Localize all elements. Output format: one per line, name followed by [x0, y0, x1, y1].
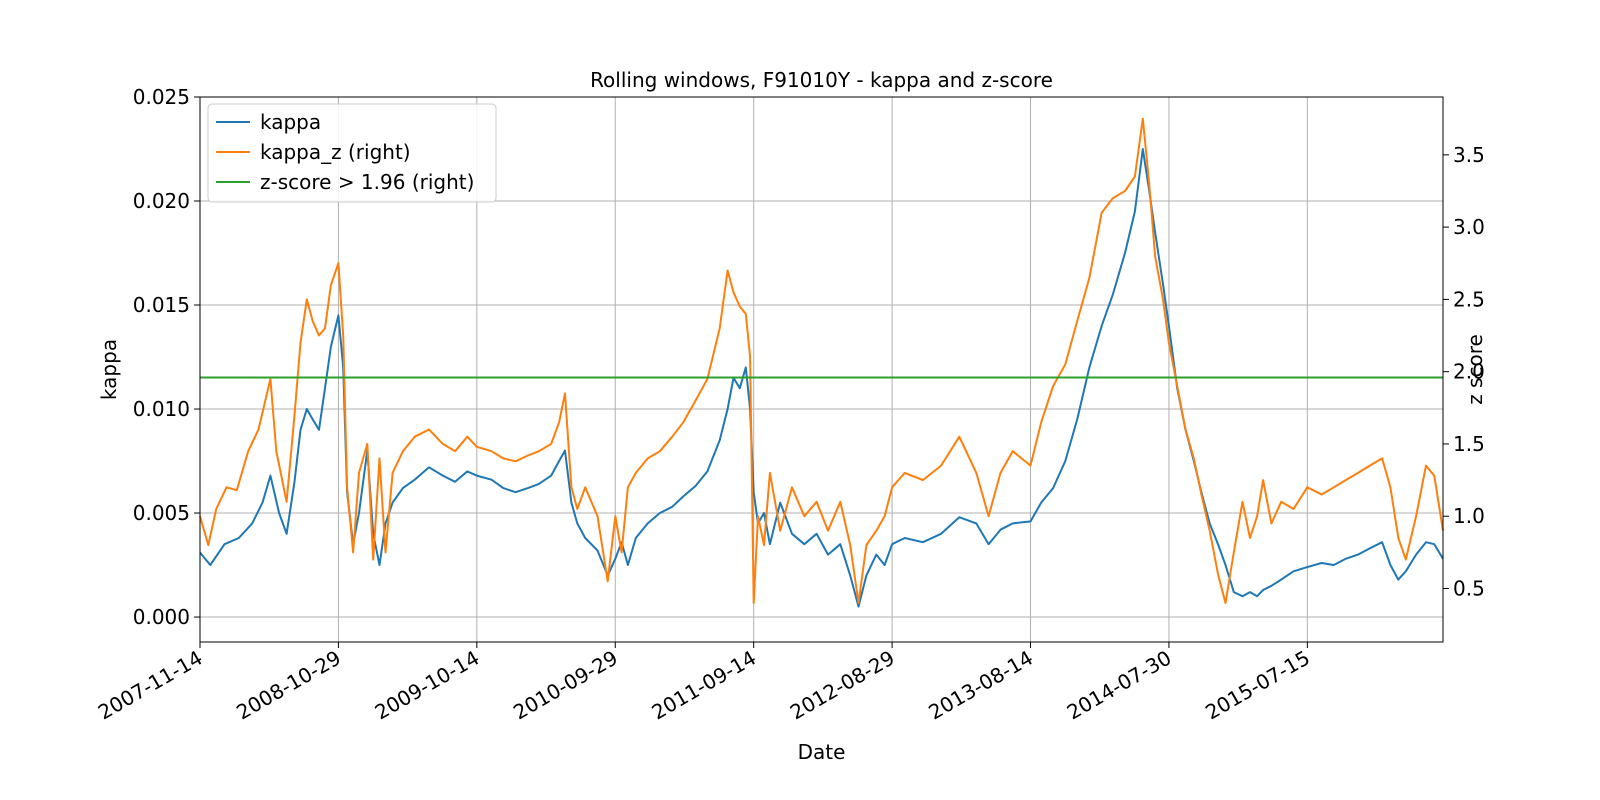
y2-tick-label: 2.0	[1453, 360, 1485, 384]
legend-label: kappa_z (right)	[260, 140, 411, 164]
y2-tick-label: 1.5	[1453, 432, 1485, 456]
y-tick-label: 0.025	[133, 85, 190, 109]
series-lines	[199, 117, 1444, 608]
y-tick-label: 0.010	[133, 397, 190, 421]
x-axis-label: Date	[798, 740, 846, 764]
x-tick-label: 2011-09-14	[648, 646, 761, 725]
y2-tick-label: 0.5	[1453, 577, 1485, 601]
x-tick-label: 2010-09-29	[509, 646, 622, 725]
x-tick-label: 2009-10-14	[371, 646, 484, 725]
y2-tick-label: 3.5	[1453, 143, 1485, 167]
y-axis-label: kappa	[97, 339, 121, 400]
y-tick-label: 0.000	[133, 605, 190, 629]
x-tick-label: 2012-08-29	[786, 646, 899, 725]
y-tick-label: 0.020	[133, 189, 190, 213]
y-tick-label: 0.005	[133, 501, 190, 525]
legend-label: kappa	[260, 110, 321, 134]
x-tick-label: 2008-10-29	[232, 646, 345, 725]
y-tick-label: 0.015	[133, 293, 190, 317]
chart-title: Rolling windows, F91010Y - kappa and z-s…	[590, 68, 1053, 92]
x-tick-label: 2014-07-30	[1063, 646, 1176, 725]
legend-label: z-score > 1.96 (right)	[260, 170, 474, 194]
y2-tick-label: 3.0	[1453, 215, 1485, 239]
plot-frame	[199, 96, 1444, 643]
series-line-2	[199, 117, 1444, 604]
x-tick-label: 2007-11-14	[94, 646, 207, 725]
y2-tick-label: 1.0	[1453, 504, 1485, 528]
legend-box	[207, 103, 497, 203]
plot-area-border	[199, 96, 1444, 643]
legend: kappa kappa_z (right) z-score > 1.96 (righ…	[207, 103, 497, 203]
x-tick-label: 2013-08-14	[924, 646, 1037, 725]
x-tick-label: 2015-07-15	[1201, 646, 1314, 725]
y2-tick-label: 2.5	[1453, 287, 1485, 311]
y2-axis-label: z score	[1463, 334, 1487, 405]
